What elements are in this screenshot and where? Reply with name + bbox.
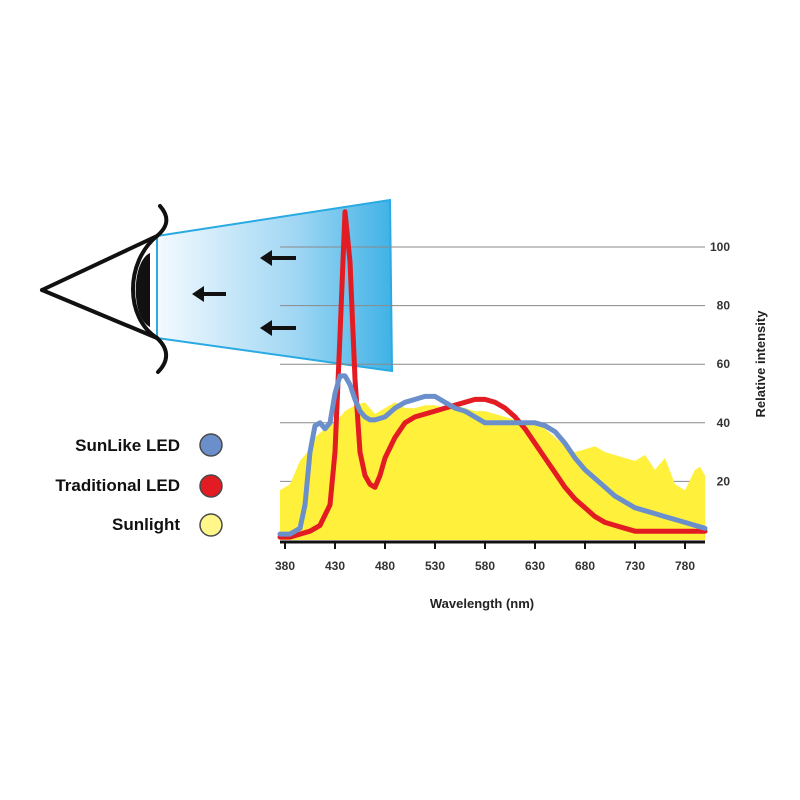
y-tick-label: 20 <box>717 474 731 488</box>
series-line-sunlike-led <box>277 373 708 537</box>
light-beam <box>156 198 394 373</box>
legend-swatch <box>199 513 223 537</box>
eye-illustration <box>40 198 394 374</box>
legend-swatch <box>199 474 223 498</box>
y-tick-labels: 20 40 60 80 100 <box>710 240 730 488</box>
legend-item-sunlight: Sunlight <box>112 513 223 537</box>
arrow-left-icon <box>260 250 296 266</box>
x-tick-label: 730 <box>625 559 645 573</box>
spectrum-chart: 380 430 480 530 580 630 680 730 780 20406080100 … <box>275 209 768 611</box>
line-series-layer <box>277 209 708 540</box>
x-tick-label: 780 <box>675 559 695 573</box>
x-tick-label: 680 <box>575 559 595 573</box>
legend-label: Sunlight <box>112 515 180 534</box>
y-tick-label: 80 <box>717 299 731 313</box>
arrow-left-icon <box>192 286 226 302</box>
y-axis-label: Relative intensity <box>753 310 768 418</box>
y-tick-label: 100 <box>710 240 730 254</box>
legend-swatch <box>199 433 223 457</box>
legend-item-sunlike-led: SunLike LED <box>75 433 223 457</box>
y-tick-label: 40 <box>717 416 731 430</box>
series-area-sunlight <box>280 402 705 540</box>
arrow-left-icon <box>260 320 296 336</box>
x-tick-label: 480 <box>375 559 395 573</box>
x-tick-label: 580 <box>475 559 495 573</box>
x-axis-label: Wavelength (nm) <box>430 596 534 611</box>
x-axis: 380 430 480 530 580 630 680 730 780 <box>275 540 705 573</box>
x-tick-label: 630 <box>525 559 545 573</box>
legend-label: Traditional LED <box>55 476 180 495</box>
legend: SunLike LED Traditional LED Sunlight <box>55 433 223 537</box>
area-series-layer <box>280 402 705 540</box>
eye-icon <box>40 204 169 374</box>
y-tick-label: 60 <box>717 357 731 371</box>
x-tick-label: 380 <box>275 559 295 573</box>
legend-label: SunLike LED <box>75 436 180 455</box>
legend-item-traditional-led: Traditional LED <box>55 474 223 498</box>
series-line-traditional-led <box>277 209 708 540</box>
x-tick-label: 430 <box>325 559 345 573</box>
x-tick-label: 530 <box>425 559 445 573</box>
